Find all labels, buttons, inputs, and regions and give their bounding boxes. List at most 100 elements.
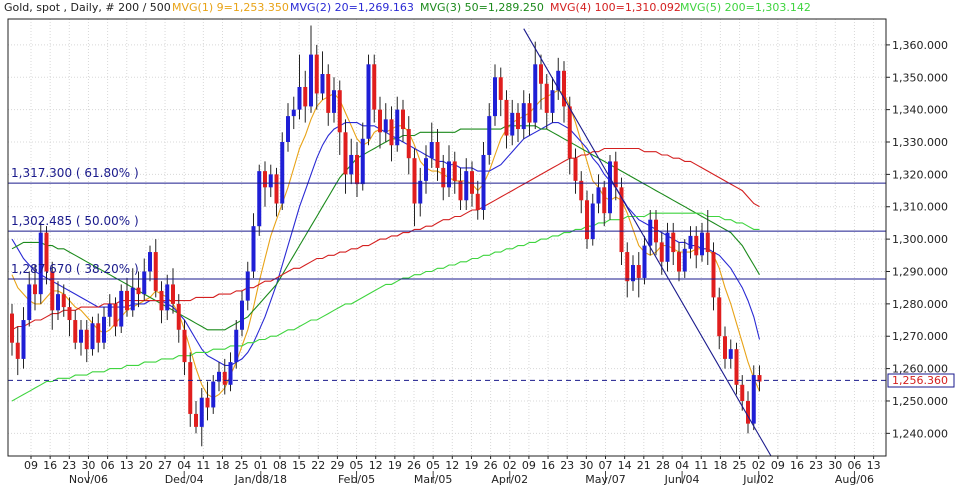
candle — [441, 154, 446, 201]
candle — [297, 54, 302, 120]
candle-body — [734, 349, 739, 385]
candle-body — [751, 375, 756, 424]
x-tick-label: 14 — [618, 459, 632, 472]
candle — [395, 96, 400, 152]
candle — [418, 167, 423, 217]
candle — [136, 271, 141, 308]
x-tick-label: 20 — [139, 459, 153, 472]
x-tick-label: 13 — [120, 459, 134, 472]
candle-body — [470, 171, 474, 194]
y-tick-label: 1,310.000 — [892, 201, 948, 214]
candle — [424, 145, 428, 194]
candle-body — [61, 294, 66, 308]
mvg-2-label: MVG(2) 20=1,269.163 — [290, 1, 414, 14]
candle-body — [688, 235, 693, 249]
x-tick-label: 16 — [43, 459, 57, 472]
x-tick-label: 09 — [771, 459, 785, 472]
candlesticks — [10, 25, 762, 447]
candle — [510, 99, 515, 146]
candle-body — [412, 158, 417, 204]
candle — [625, 242, 630, 298]
candle-body — [199, 397, 204, 427]
candle-body — [550, 90, 555, 113]
candle — [280, 132, 285, 210]
candle-body — [125, 290, 129, 311]
candle — [257, 164, 262, 236]
candle-body — [418, 180, 423, 204]
candle — [211, 375, 216, 414]
plot-border — [7, 18, 887, 457]
candle-body — [79, 329, 83, 343]
candle-body — [452, 161, 457, 181]
month-label: Jul/02 — [742, 473, 774, 486]
fib-label: 1,317.300 ( 61.80% ) — [11, 166, 139, 180]
y-tick-label: 1,360.000 — [892, 39, 948, 52]
month-label: Feb/05 — [338, 473, 375, 486]
candle — [740, 375, 745, 411]
candle — [222, 358, 227, 395]
candle-body — [441, 167, 446, 188]
candle — [464, 158, 469, 210]
candle — [562, 61, 566, 123]
candle — [314, 44, 319, 110]
y-tick-label: 1,280.000 — [892, 298, 948, 311]
price-tag: 1,256.360 — [892, 374, 948, 387]
candle-body — [723, 336, 727, 359]
candle-body — [67, 307, 72, 321]
candle — [326, 64, 331, 126]
candle-body — [297, 86, 302, 110]
candle — [619, 177, 624, 266]
month-label: Aug/06 — [835, 473, 874, 486]
candle-body — [682, 248, 687, 272]
x-tick-label: 25 — [733, 459, 747, 472]
candle — [205, 381, 210, 421]
x-tick-label: 04 — [177, 459, 191, 472]
candle — [107, 294, 112, 327]
candle — [73, 310, 78, 350]
candle-body — [130, 287, 135, 311]
candle — [751, 365, 756, 431]
candle — [274, 167, 279, 217]
candle — [550, 77, 555, 123]
candle — [332, 77, 336, 123]
candle-body — [631, 265, 635, 282]
y-tick-label: 1,260.000 — [892, 363, 948, 376]
x-tick-label: 09 — [522, 459, 536, 472]
candle-body — [228, 362, 233, 385]
x-tick-label: 06 — [101, 459, 115, 472]
candle-body — [700, 232, 704, 256]
candle-body — [286, 116, 290, 143]
candle-body — [573, 158, 578, 181]
candle — [694, 226, 699, 269]
candle-body — [498, 77, 503, 100]
candle-body — [148, 252, 152, 272]
ma-line — [11, 147, 760, 331]
candle-body — [349, 154, 354, 175]
month-label: Nov/06 — [69, 473, 108, 486]
candle — [303, 70, 308, 123]
candle-body — [234, 329, 239, 363]
candle — [153, 239, 158, 298]
y-tick-label: 1,250.000 — [892, 395, 948, 408]
candle — [182, 320, 187, 376]
candle-body — [671, 232, 676, 253]
candle-body — [153, 252, 158, 291]
x-tick-label: 28 — [656, 459, 670, 472]
candle — [700, 222, 704, 262]
mvg-1-label: MVG(1) 9=1,253.350 — [172, 1, 289, 14]
candle-body — [383, 119, 388, 133]
candle — [527, 93, 532, 136]
candle — [349, 138, 354, 185]
x-tick-label: 04 — [675, 459, 689, 472]
candle-body — [717, 297, 722, 337]
candle — [176, 294, 181, 343]
candle-body — [113, 303, 118, 327]
x-tick-label: 08 — [273, 459, 287, 472]
candle — [355, 142, 359, 198]
candle-body — [596, 187, 601, 204]
candle-body — [15, 342, 20, 359]
candle — [723, 326, 727, 369]
x-tick-label: 16 — [790, 459, 804, 472]
